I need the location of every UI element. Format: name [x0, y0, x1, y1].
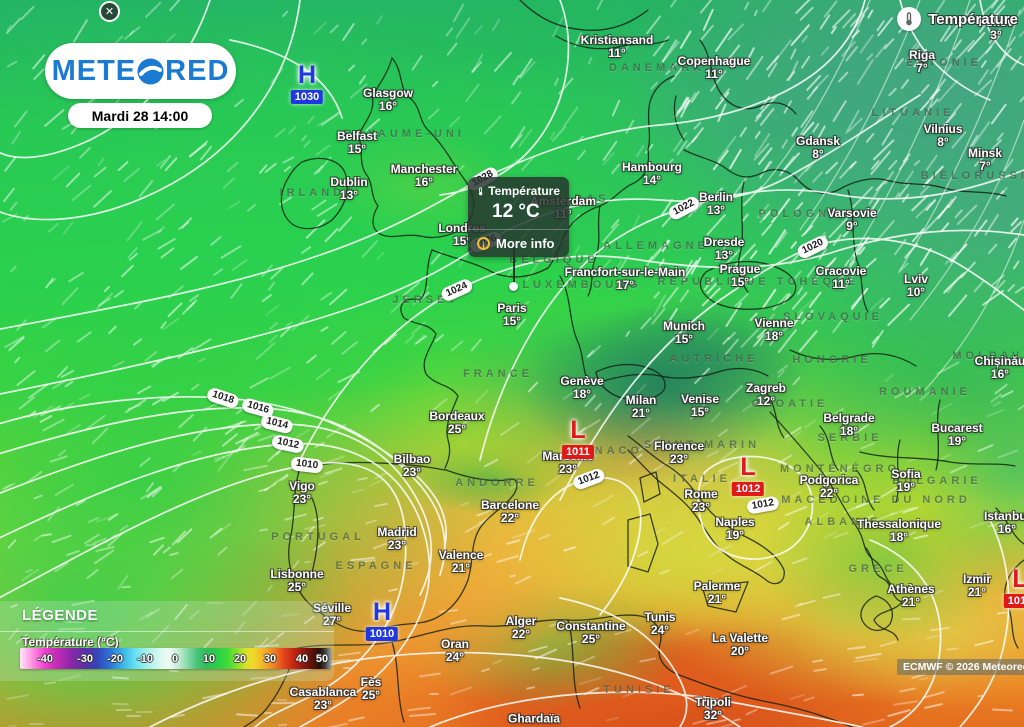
- legend-tick: 30: [263, 653, 277, 665]
- meteored-logo[interactable]: METE RED: [45, 43, 236, 99]
- legend-panel: LÉGENDE Température (°C) -40 -30 -20 -10 0 10…: [0, 601, 334, 681]
- thermometer-icon: [897, 7, 922, 31]
- legend-tick: -10: [137, 653, 153, 665]
- map-marker-dot[interactable]: [509, 282, 518, 291]
- legend-subtitle: Température (°C): [22, 635, 119, 649]
- legend-tick: -30: [77, 653, 93, 665]
- datetime-badge: Mardi 28 14:00: [68, 103, 212, 128]
- info-icon: i: [477, 237, 490, 250]
- tooltip-close-button[interactable]: ✕: [99, 1, 120, 22]
- legend-tick: 0: [171, 653, 179, 665]
- legend-tick: 20: [233, 653, 247, 665]
- logo-o-icon: [137, 58, 164, 84]
- legend-tick: -20: [107, 653, 123, 665]
- more-info-button[interactable]: i More info: [477, 230, 560, 257]
- legend-tick: -40: [37, 653, 53, 665]
- more-info-label: More info: [496, 236, 555, 251]
- logo-text-left: METE: [51, 54, 137, 87]
- legend-title: LÉGENDE: [22, 607, 99, 624]
- thermometer-icon: [478, 186, 483, 195]
- tooltip-value: 12 °C: [492, 201, 540, 222]
- map-tooltip: Température 12 °C i More info: [468, 177, 569, 257]
- logo-text-right: RED: [165, 54, 230, 87]
- legend-tick: 50: [315, 653, 329, 665]
- close-icon: ✕: [104, 6, 115, 18]
- tooltip-title: Température: [488, 184, 560, 198]
- legend-divider: [0, 631, 334, 632]
- layer-title: Température: [897, 7, 1018, 31]
- layer-title-label: Température: [928, 10, 1018, 28]
- attribution-watermark: ECMWF © 2026 Meteored: [897, 659, 1024, 675]
- legend-tick: 40: [295, 653, 309, 665]
- legend-tick: 10: [202, 653, 216, 665]
